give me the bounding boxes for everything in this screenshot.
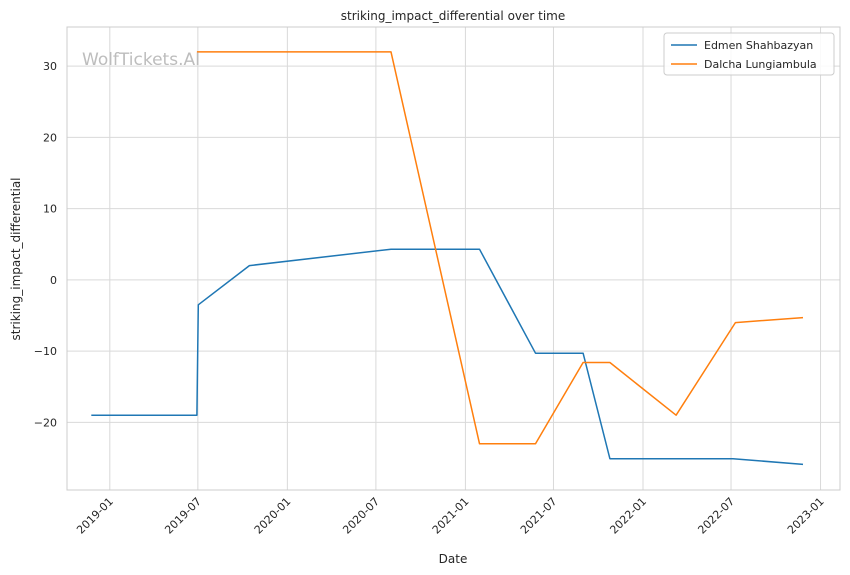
y-tick-label: 0: [50, 274, 57, 287]
legend-label-edmen: Edmen Shahbazyan: [704, 39, 813, 52]
series-line-1: [196, 51, 804, 445]
chart-title: striking_impact_differential over time: [341, 9, 566, 23]
grid-layer: [67, 27, 840, 490]
y-tick-label: −20: [34, 416, 57, 429]
y-tick-label: 10: [43, 203, 57, 216]
plot-frame: [66, 26, 841, 491]
legend-box: [663, 32, 835, 76]
watermark: WolfTickets.AI: [82, 50, 200, 70]
y-tick-label: 30: [43, 60, 57, 73]
x-axis-label: Date: [439, 552, 468, 566]
y-tick-label: −10: [34, 345, 57, 358]
y-axis-label: striking_impact_differential: [9, 177, 23, 340]
legend: Edmen Shahbazyan Dalcha Lungiambula: [663, 32, 835, 76]
series-line-0: [91, 248, 804, 466]
y-tick-label: 20: [43, 131, 57, 144]
legend-label-dalcha: Dalcha Lungiambula: [704, 58, 817, 71]
series-layer: [91, 51, 804, 466]
